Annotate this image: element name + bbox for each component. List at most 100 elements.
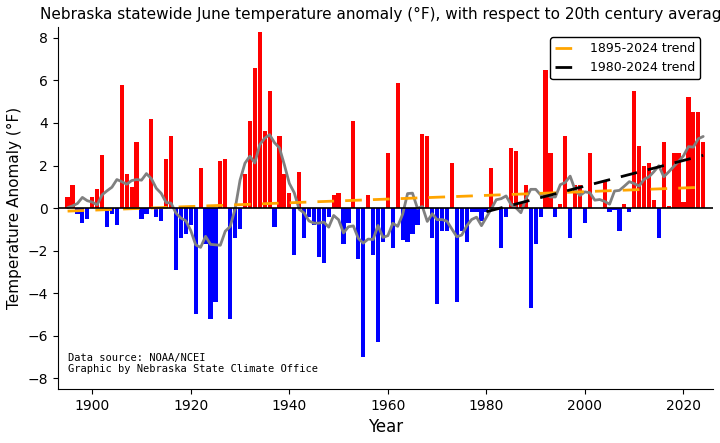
Bar xyxy=(622,204,626,208)
Bar xyxy=(480,208,484,221)
Bar xyxy=(366,195,370,208)
Bar xyxy=(549,153,552,208)
Bar xyxy=(544,70,548,208)
Bar xyxy=(184,208,188,233)
Bar xyxy=(539,208,543,217)
Bar xyxy=(558,204,562,208)
Text: Data source: NOAA/NCEI
Graphic by Nebraska State Climate Office: Data source: NOAA/NCEI Graphic by Nebras… xyxy=(68,353,318,374)
Bar xyxy=(662,142,666,208)
Bar xyxy=(253,68,257,208)
Bar xyxy=(578,185,582,208)
Bar xyxy=(435,208,439,304)
Bar xyxy=(647,163,651,208)
Bar xyxy=(627,208,631,212)
Bar xyxy=(534,208,538,244)
Bar xyxy=(194,208,198,315)
Bar xyxy=(169,136,173,208)
Bar xyxy=(189,208,193,225)
Bar xyxy=(430,208,434,238)
Bar xyxy=(489,167,493,208)
Bar xyxy=(459,208,464,231)
Bar xyxy=(332,195,336,208)
Bar xyxy=(474,208,479,212)
Bar xyxy=(603,180,607,208)
Bar xyxy=(553,208,557,217)
Bar xyxy=(652,199,656,208)
Bar xyxy=(440,208,444,231)
Bar xyxy=(583,208,587,223)
Bar xyxy=(125,174,129,208)
Title: Nebraska statewide June temperature anomaly (°F), with respect to 20th century a: Nebraska statewide June temperature anom… xyxy=(40,7,720,22)
Bar xyxy=(258,31,262,208)
Bar xyxy=(469,208,474,212)
Bar xyxy=(405,208,410,242)
Bar xyxy=(450,163,454,208)
Bar xyxy=(85,208,89,219)
Bar xyxy=(120,85,124,208)
Bar xyxy=(213,208,217,302)
Bar xyxy=(657,208,661,238)
Bar xyxy=(667,206,671,208)
Bar xyxy=(568,208,572,238)
Bar xyxy=(395,82,400,208)
Bar xyxy=(199,167,203,208)
Bar xyxy=(573,185,577,208)
Bar xyxy=(632,91,636,208)
Bar xyxy=(588,153,592,208)
Bar xyxy=(637,146,642,208)
Bar xyxy=(445,208,449,231)
Bar xyxy=(90,198,94,208)
Bar xyxy=(272,208,276,227)
Bar xyxy=(130,187,134,208)
Bar xyxy=(105,208,109,227)
Bar xyxy=(307,208,311,217)
Bar xyxy=(154,208,158,217)
Bar xyxy=(263,132,267,208)
Bar xyxy=(504,208,508,217)
Bar xyxy=(519,202,523,208)
Bar xyxy=(608,208,612,212)
Bar xyxy=(400,208,405,240)
Bar xyxy=(499,208,503,249)
Bar xyxy=(420,134,425,208)
Bar xyxy=(100,155,104,208)
Bar xyxy=(514,151,518,208)
Bar xyxy=(114,208,119,225)
Bar xyxy=(164,159,168,208)
Bar xyxy=(391,208,395,249)
Bar xyxy=(144,208,148,214)
Bar xyxy=(528,208,533,308)
Bar xyxy=(386,153,390,208)
Bar xyxy=(287,193,292,208)
Bar xyxy=(523,185,528,208)
Bar xyxy=(696,113,701,208)
Bar xyxy=(218,161,222,208)
Bar xyxy=(613,208,616,210)
Bar xyxy=(681,202,685,208)
Bar xyxy=(341,208,346,244)
Bar xyxy=(110,208,114,214)
Bar xyxy=(691,113,696,208)
Bar xyxy=(223,159,228,208)
Bar xyxy=(672,153,676,208)
Bar xyxy=(297,172,301,208)
Bar xyxy=(135,142,139,208)
Bar xyxy=(701,142,706,208)
Bar xyxy=(410,208,415,233)
Bar xyxy=(677,153,680,208)
Bar xyxy=(376,208,380,342)
Bar xyxy=(371,208,375,255)
Bar xyxy=(464,208,469,242)
Bar xyxy=(174,208,178,270)
Bar xyxy=(686,97,690,208)
Bar xyxy=(71,185,75,208)
Bar xyxy=(179,208,183,238)
Bar xyxy=(361,208,365,357)
Bar xyxy=(204,208,207,244)
Y-axis label: Temperature Anomaly (°F): Temperature Anomaly (°F) xyxy=(7,107,22,309)
Bar xyxy=(617,208,621,231)
Bar xyxy=(302,208,306,238)
Bar xyxy=(292,208,297,255)
Legend: 1895-2024 trend, 1980-2024 trend: 1895-2024 trend, 1980-2024 trend xyxy=(550,37,701,79)
Bar xyxy=(415,208,420,225)
